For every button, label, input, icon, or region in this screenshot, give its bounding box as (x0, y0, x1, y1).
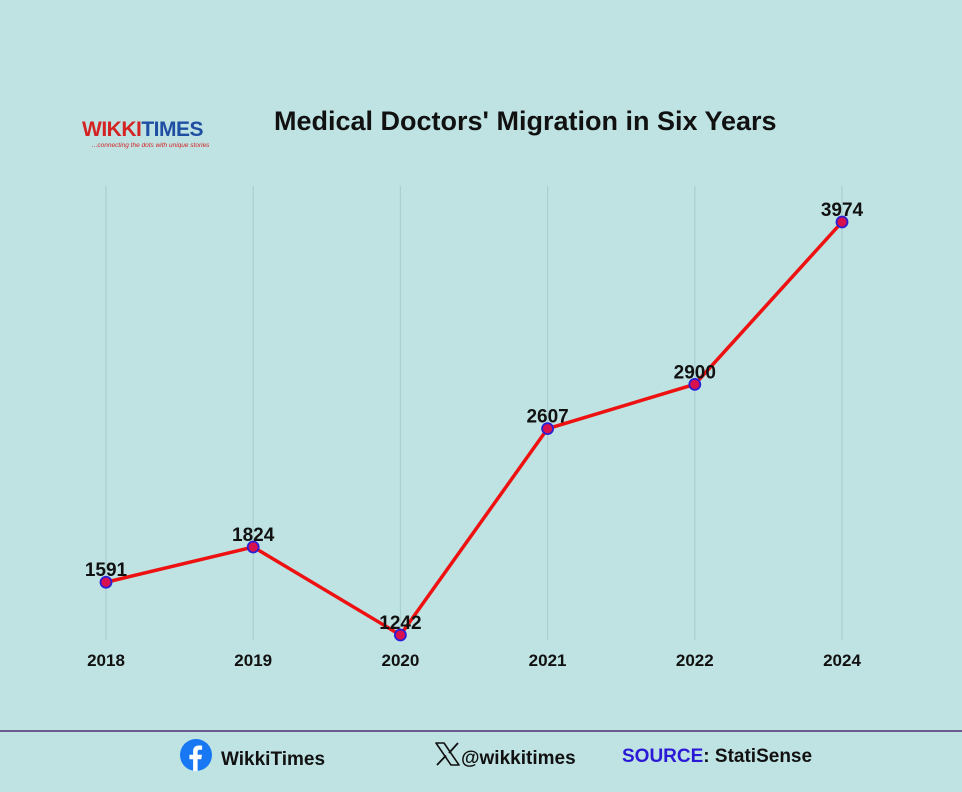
footer-divider (0, 730, 962, 732)
x-tick-label-2022: 2022 (676, 651, 714, 670)
data-point-2021 (541, 422, 554, 436)
data-label-2019: 1824 (232, 525, 275, 546)
series-line (104, 220, 844, 637)
source-key: SOURCE (622, 746, 704, 767)
x-handle[interactable]: @wikkitimes (461, 748, 576, 769)
line-chart: 1591 1824 1242 2607 2900 3974 2018 2019 2020 2021… (85, 186, 864, 670)
source-value: StatiSense (709, 746, 813, 767)
x-icon[interactable] (435, 742, 460, 766)
data-label-2024: 3974 (821, 200, 864, 221)
wikkitimes-logo: WIKKITIMES ...connecting the dots with u… (82, 119, 222, 150)
data-point-2024 (835, 215, 849, 229)
source-credit: SOURCE: StatiSense (622, 746, 812, 768)
x-tick-label-2019: 2019 (234, 651, 272, 670)
logo-wordmark: WIKKITIMES (82, 119, 222, 141)
data-point-2018 (99, 575, 113, 589)
data-point-2020 (393, 628, 407, 642)
x-tick-label-2024: 2024 (823, 651, 861, 670)
data-label-2020: 1242 (379, 613, 421, 634)
data-label-2022: 2900 (674, 362, 716, 383)
chart-title: Medical Doctors' Migration in Six Years (274, 106, 777, 136)
data-point-2022 (688, 377, 702, 391)
data-label-2021: 2607 (526, 407, 568, 428)
x-tick-label-2021: 2021 (529, 651, 567, 670)
facebook-handle[interactable]: WikkiTimes (221, 749, 326, 770)
x-tick-label-2018: 2018 (87, 651, 125, 670)
logo-tagline: ...connecting the dots with unique stori… (92, 142, 210, 149)
logo-wikki: WIKKI (82, 118, 142, 141)
facebook-icon[interactable] (180, 739, 212, 771)
data-point-2019 (246, 540, 260, 554)
data-label-2018: 1591 (85, 560, 128, 581)
x-tick-label-2020: 2020 (381, 651, 419, 670)
logo-times: TIMES (141, 118, 203, 141)
source-separator: : (703, 746, 710, 767)
